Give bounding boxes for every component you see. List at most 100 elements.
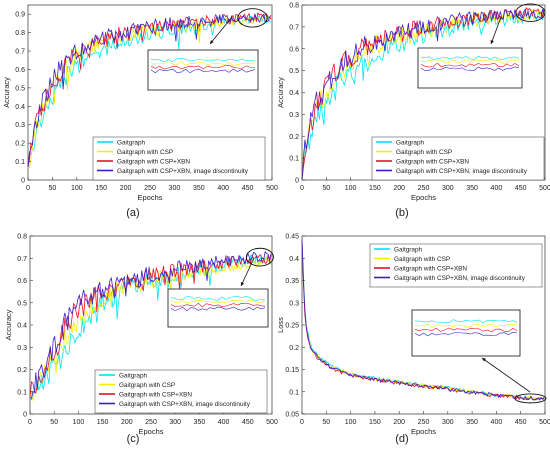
y-axis-label: Loss [276, 317, 285, 333]
legend-box [371, 136, 545, 181]
legend-entry: Gaitgraph [394, 247, 423, 254]
x-tick-label: 500 [266, 185, 278, 192]
y-tick-label: 0.8 [17, 234, 27, 241]
zoom-arrow [490, 16, 502, 45]
x-tick-label: 100 [345, 419, 357, 426]
zoom-arrow-head [482, 358, 486, 362]
series-group [27, 12, 272, 169]
zoom-ellipse [245, 247, 274, 267]
inset-line [150, 58, 256, 63]
legend-entry: Gaitgraph with CSP+XBN, image discontinu… [117, 168, 249, 175]
zoom-arrow [209, 16, 233, 45]
y-tick-label: 0.8 [15, 30, 25, 37]
x-tick-label: 450 [515, 419, 527, 426]
series-line [301, 8, 545, 180]
series-line [301, 239, 545, 401]
legend-entry: Gaitgraph with CSP+XBN [396, 159, 469, 166]
x-tick-label: 50 [49, 185, 57, 192]
x-tick-label: 0 [300, 419, 304, 426]
y-tick-label: 0.8 [289, 3, 299, 10]
x-tick-label: 100 [71, 185, 83, 192]
y-tick-label: 0.1 [17, 389, 27, 396]
zoom-arrow-head [210, 40, 214, 44]
x-tick-label: 250 [144, 185, 156, 192]
y-tick-label: 0.05 [285, 412, 299, 419]
inset-line [170, 302, 266, 308]
x-tick-label: 400 [491, 185, 503, 192]
panel-label: (d) [395, 433, 408, 445]
legend-box [92, 136, 266, 181]
x-tick-label: 50 [50, 419, 58, 426]
legend: Gaitgraph Gaitgraph with CSP Gaitgraph wit… [94, 369, 268, 414]
y-tick-label: 0.5 [289, 68, 299, 75]
y-tick-label: 0.3 [289, 300, 299, 307]
inset-box [417, 47, 523, 89]
x-tick-label: 200 [393, 185, 405, 192]
legend-entry: Gaitgraph with CSP+XBN, image discontinu… [394, 275, 526, 282]
y-tick-label: 0.4 [17, 323, 27, 330]
y-tick-label: 0.4 [289, 256, 299, 263]
x-axis-label: Epochs [411, 427, 436, 436]
y-axis-label: Accuracy [276, 77, 285, 108]
zoom-ellipse [237, 8, 268, 28]
x-tick-label: 350 [466, 185, 478, 192]
y-tick-label: 0 [23, 412, 27, 419]
y-tick-label: 0.7 [15, 49, 25, 56]
x-tick-label: 450 [242, 185, 254, 192]
x-tick-label: 400 [218, 419, 230, 426]
x-tick-label: 50 [322, 185, 330, 192]
x-tick-label: 350 [194, 419, 206, 426]
legend-entry: Gaitgraph with CSP [119, 382, 175, 389]
panel-label: (c) [127, 433, 140, 445]
series-line [301, 10, 545, 181]
series-group [301, 7, 545, 181]
zoom-ellipse [515, 3, 546, 22]
chart-panel: 0 50 100 150 200 250 300 350 400 450 500 0 0.1 0.2 0.3… [2, 4, 278, 219]
legend-entry: Gaitgraph with CSP [394, 256, 450, 263]
y-tick-label: 0.9 [15, 12, 25, 19]
legend-entry: Gaitgraph with CSP [396, 149, 452, 156]
y-tick-label: 0.5 [17, 300, 27, 307]
y-tick-label: 0.6 [17, 278, 27, 285]
x-tick-label: 350 [466, 419, 478, 426]
chart-panel: 0 50 100 150 200 250 300 350 400 450 500 0.05 0.1 0.1… [276, 234, 550, 446]
x-tick-label: 0 [26, 185, 30, 192]
legend-entry: Gaitgraph [117, 140, 146, 147]
x-axis-label: Epochs [138, 427, 163, 436]
x-tick-label: 500 [539, 419, 550, 426]
x-tick-label: 100 [73, 419, 85, 426]
x-tick-label: 450 [242, 419, 254, 426]
inset-line [414, 323, 518, 328]
series-line [301, 239, 545, 401]
x-tick-label: 150 [97, 419, 109, 426]
x-axis-label: Epochs [411, 193, 436, 202]
inset-line [420, 62, 520, 68]
y-tick-label: 0.4 [15, 104, 25, 111]
x-tick-label: 450 [515, 185, 527, 192]
legend-entry: Gaitgraph [119, 373, 148, 380]
y-tick-label: 0.45 [285, 234, 299, 241]
x-tick-label: 250 [145, 419, 157, 426]
legend: Gaitgraph Gaitgraph with CSP Gaitgraph wit… [92, 136, 266, 181]
inset-line [170, 299, 266, 304]
x-tick-label: 200 [120, 185, 132, 192]
y-tick-label: 0.1 [289, 389, 299, 396]
x-tick-label: 400 [491, 419, 503, 426]
zoom-arrow [240, 257, 255, 287]
legend-entry: Gaitgraph with CSP+XBN [117, 159, 190, 166]
legend-entry: Gaitgraph with CSP+XBN, image discontinu… [119, 401, 251, 408]
panel-label: (a) [126, 207, 139, 219]
inset-line [414, 331, 518, 337]
x-tick-label: 100 [345, 185, 357, 192]
x-tick-label: 150 [369, 419, 381, 426]
inset-line [420, 59, 519, 64]
y-tick-label: 0.2 [15, 141, 25, 148]
chart-panel: 0 50 100 150 200 250 300 350 400 450 500 0 0.1 0.2 0.3… [4, 234, 278, 446]
inset-line [150, 68, 256, 74]
y-tick-label: 0.15 [285, 367, 299, 374]
legend-box [94, 369, 268, 414]
series-line [301, 239, 545, 401]
x-tick-label: 0 [28, 419, 32, 426]
inset-line [420, 66, 520, 72]
